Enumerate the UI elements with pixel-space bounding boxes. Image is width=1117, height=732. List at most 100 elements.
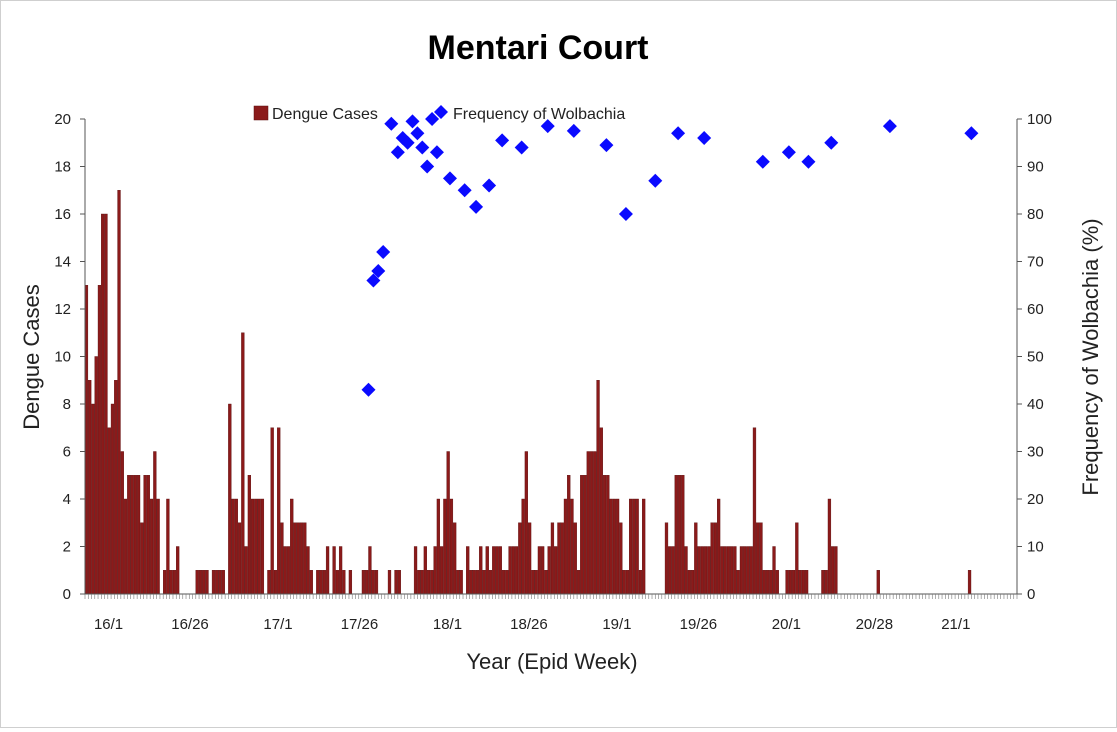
x-tick-label: 20/1 xyxy=(772,616,801,633)
dengue-bar xyxy=(250,498,255,595)
dengue-bar xyxy=(537,546,542,595)
dengue-bar xyxy=(586,451,590,595)
dengue-bar xyxy=(110,403,115,595)
dengue-bar xyxy=(596,380,600,595)
wolbachia-point xyxy=(618,207,633,221)
y-tick-label: 14 xyxy=(54,254,71,271)
dengue-bar xyxy=(612,498,616,595)
dengue-bar xyxy=(283,546,287,595)
dengue-bar xyxy=(508,546,512,595)
wolbachia-point xyxy=(882,119,897,134)
dengue-bar xyxy=(703,546,708,595)
dengue-bar xyxy=(834,546,838,595)
y-tick-label: 10 xyxy=(54,349,71,366)
dengue-bar xyxy=(785,570,789,595)
dengue-bar xyxy=(97,285,102,595)
dengue-bar xyxy=(488,570,493,595)
dengue-bar xyxy=(801,570,805,595)
dengue-bar xyxy=(348,570,353,595)
dengue-bar xyxy=(775,570,779,595)
dengue-bar xyxy=(270,427,274,595)
dengue-bar xyxy=(736,570,740,595)
dengue-bar xyxy=(677,475,682,595)
dengue-bar xyxy=(544,570,548,595)
dengue-bar xyxy=(319,570,323,595)
dengue-bar xyxy=(759,522,763,595)
x-axis-title: Year (Epid Week) xyxy=(466,649,637,674)
dengue-bar xyxy=(335,570,339,595)
dengue-bar xyxy=(674,475,678,595)
y-tick-label: 18 xyxy=(54,159,71,176)
dengue-bar xyxy=(726,546,731,595)
wolbachia-point xyxy=(495,133,510,148)
wolbachia-point xyxy=(361,382,376,397)
dengue-bar xyxy=(446,451,450,595)
dengue-bar xyxy=(143,475,147,595)
dengue-bar xyxy=(707,546,711,595)
dengue-bar xyxy=(638,570,643,595)
dengue-bar xyxy=(120,451,124,595)
dengue-bar xyxy=(153,451,157,595)
y2-tick-label: 10 xyxy=(1027,539,1044,556)
dengue-bar xyxy=(146,475,150,595)
dengue-bar xyxy=(531,570,535,595)
dengue-bar xyxy=(163,570,167,595)
wolbachia-point xyxy=(801,154,816,169)
dengue-bar xyxy=(91,403,95,595)
wolbachia-point xyxy=(648,173,663,188)
dengue-bar xyxy=(723,546,727,595)
y2-tick-label: 40 xyxy=(1027,396,1044,413)
dengue-bar xyxy=(518,522,522,595)
legend-label-wolbachia: Frequency of Wolbachia xyxy=(453,106,625,123)
wolbachia-point xyxy=(400,135,415,150)
dengue-bar xyxy=(296,522,300,595)
dengue-bar xyxy=(104,213,108,595)
dengue-bar xyxy=(280,522,284,595)
dengue-bar xyxy=(589,451,594,595)
wolbachia-point xyxy=(599,138,614,153)
dengue-bar xyxy=(472,570,476,595)
dengue-bar xyxy=(338,546,343,595)
dengue-bar xyxy=(570,498,574,595)
dengue-bar xyxy=(710,522,714,595)
x-tick-label: 16/26 xyxy=(171,616,209,633)
y2-tick-label: 60 xyxy=(1027,301,1044,318)
dengue-bar xyxy=(700,546,704,595)
x-tick-label: 18/1 xyxy=(433,616,462,633)
chart-title: Mentari Court xyxy=(428,29,649,67)
dengue-bar xyxy=(550,522,555,595)
dengue-bar xyxy=(469,570,473,595)
dengue-bar xyxy=(172,570,177,595)
dengue-bar xyxy=(756,522,760,595)
dengue-bar xyxy=(257,498,261,595)
y-tick-label: 6 xyxy=(63,444,71,461)
dengue-bar xyxy=(417,570,421,595)
wolbachia-point xyxy=(429,145,444,160)
dengue-bar xyxy=(524,451,528,595)
dengue-bar xyxy=(563,498,568,595)
y2-axis-title: Frequency of Wolbachia (%) xyxy=(1078,218,1103,495)
y2-tick-label: 70 xyxy=(1027,254,1044,271)
dengue-bar xyxy=(567,475,571,595)
dengue-bar xyxy=(501,570,506,595)
y2-tick-label: 20 xyxy=(1027,491,1044,508)
dengue-bar xyxy=(733,546,737,595)
dengue-bar xyxy=(635,498,639,595)
dengue-bar xyxy=(622,570,626,595)
wolbachia-point xyxy=(457,183,472,198)
dengue-bar xyxy=(397,570,401,595)
y-tick-label: 16 xyxy=(54,206,71,223)
x-tick-label: 19/1 xyxy=(602,616,631,633)
dengue-bar xyxy=(309,570,313,595)
dengue-bar xyxy=(237,522,242,595)
dengue-bar xyxy=(436,498,441,595)
dengue-bar xyxy=(316,570,320,595)
dengue-bar xyxy=(368,546,372,595)
dengue-bar xyxy=(482,570,486,595)
dengue-bar xyxy=(642,498,646,595)
legend-label-dengue: Dengue Cases xyxy=(272,106,378,123)
dengue-bar xyxy=(619,522,623,595)
dengue-bar xyxy=(228,403,232,595)
dengue-bar xyxy=(133,475,137,595)
